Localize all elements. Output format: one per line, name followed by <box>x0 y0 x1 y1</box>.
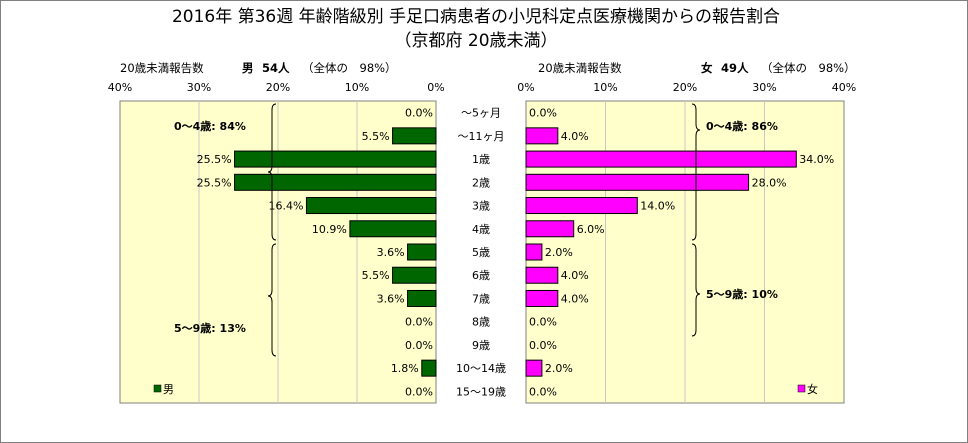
male-data-label: 16.4% <box>268 200 303 213</box>
male-x-tick-label: 20% <box>266 81 290 94</box>
male-bar <box>421 359 437 377</box>
female-data-label: 4.0% <box>561 292 589 305</box>
male-data-label: 10.9% <box>312 223 347 236</box>
male-data-label: 5.5% <box>362 269 390 282</box>
female-bar <box>525 289 559 307</box>
female-x-tick-label: 20% <box>673 81 697 94</box>
female-bar <box>525 173 750 191</box>
male-data-label: 25.5% <box>197 153 232 166</box>
female-data-label: 0.0% <box>529 385 557 398</box>
male-x-tick-label: 10% <box>345 81 369 94</box>
male-data-label: 3.6% <box>377 246 405 259</box>
male-group-label-0-4: 0～4歳: 84% <box>174 119 246 133</box>
female-x-tick-label: 10% <box>593 81 617 94</box>
female-data-label: 4.0% <box>561 130 589 143</box>
male-data-label: 0.0% <box>405 339 433 352</box>
category-label: 5歳 <box>472 246 490 259</box>
male-x-tick-label: 0% <box>427 81 444 94</box>
female-header-count: 49人 <box>721 61 749 75</box>
category-label: 6歳 <box>472 269 490 282</box>
male-bar <box>305 197 437 215</box>
female-x-tick-label: 40% <box>832 81 856 94</box>
male-bar <box>407 289 437 307</box>
male-legend-swatch <box>153 384 162 393</box>
female-bar <box>525 197 638 215</box>
female-header-share: （全体の 98%） <box>761 61 856 75</box>
male-x-tick-label: 30% <box>187 81 211 94</box>
male-data-label: 0.0% <box>405 316 433 329</box>
female-data-label: 2.0% <box>545 246 573 259</box>
female-x-tick-label: 30% <box>752 81 776 94</box>
male-bar <box>407 243 437 261</box>
female-bar <box>525 220 575 238</box>
female-data-label: 6.0% <box>577 223 605 236</box>
category-label: ～11ヶ月 <box>458 130 505 143</box>
male-group-label-5-9: 5～9歳: 13% <box>174 321 246 335</box>
female-group-label-0-4: 0～4歳: 86% <box>706 119 778 133</box>
category-label: 2歳 <box>472 176 490 189</box>
male-legend-label: 男 <box>163 383 174 396</box>
female-data-label: 0.0% <box>529 107 557 120</box>
category-label: 3歳 <box>472 200 490 213</box>
male-bracket-5-9 <box>267 243 277 357</box>
female-bar <box>525 243 543 261</box>
category-label: 7歳 <box>472 292 490 305</box>
female-legend-label: 女 <box>807 382 818 396</box>
male-bar <box>234 150 437 168</box>
category-label: 10～14歳 <box>456 362 506 375</box>
male-data-label: 1.8% <box>391 362 419 375</box>
female-data-label: 14.0% <box>640 200 675 213</box>
female-bar <box>525 127 559 145</box>
category-label: 4歳 <box>472 223 490 236</box>
category-label: 15～19歳 <box>456 385 506 398</box>
female-legend-swatch <box>797 384 806 393</box>
male-bar <box>234 173 437 191</box>
male-data-label: 5.5% <box>362 130 390 143</box>
category-label: 1歳 <box>472 153 490 166</box>
male-bar <box>392 127 437 145</box>
female-bar <box>525 359 543 377</box>
chart-subtitle: （京都府 20歳未満） <box>394 31 557 51</box>
female-group-label-5-9: 5～9歳: 10% <box>706 287 778 301</box>
female-data-label: 4.0% <box>561 269 589 282</box>
category-label: ～5ヶ月 <box>461 107 501 120</box>
female-x-tick-label: 0% <box>517 81 534 94</box>
male-bracket-0-4 <box>267 103 277 241</box>
male-data-label: 0.0% <box>405 385 433 398</box>
male-header-count: 54人 <box>262 61 290 75</box>
female-bar <box>525 150 797 168</box>
female-data-label: 34.0% <box>799 153 834 166</box>
male-x-tick-label: 40% <box>108 81 132 94</box>
male-bar <box>349 220 437 238</box>
female-data-label: 28.0% <box>752 176 787 189</box>
male-header-count-label: 20歳未満報告数 <box>120 61 204 75</box>
category-label: 8歳 <box>472 316 490 329</box>
female-header-count-label: 20歳未満報告数 <box>538 61 622 75</box>
category-label: 9歳 <box>472 339 490 352</box>
female-data-label: 0.0% <box>529 339 557 352</box>
male-data-label: 3.6% <box>377 292 405 305</box>
female-bracket-5-9 <box>691 243 701 337</box>
female-bracket-0-4 <box>691 103 701 241</box>
chart-title: 2016年 第36週 年齢階級別 手足口病患者の小児科定点医療機関からの報告割合 <box>172 7 780 27</box>
female-header-sex: 女 <box>701 61 713 75</box>
female-data-label: 2.0% <box>545 362 573 375</box>
male-data-label: 25.5% <box>197 176 232 189</box>
male-bar <box>392 266 437 284</box>
female-data-label: 0.0% <box>529 316 557 329</box>
male-header-sex: 男 <box>242 61 254 75</box>
female-bar <box>525 266 559 284</box>
male-header-share: （全体の 98%） <box>302 61 397 75</box>
male-data-label: 0.0% <box>405 107 433 120</box>
